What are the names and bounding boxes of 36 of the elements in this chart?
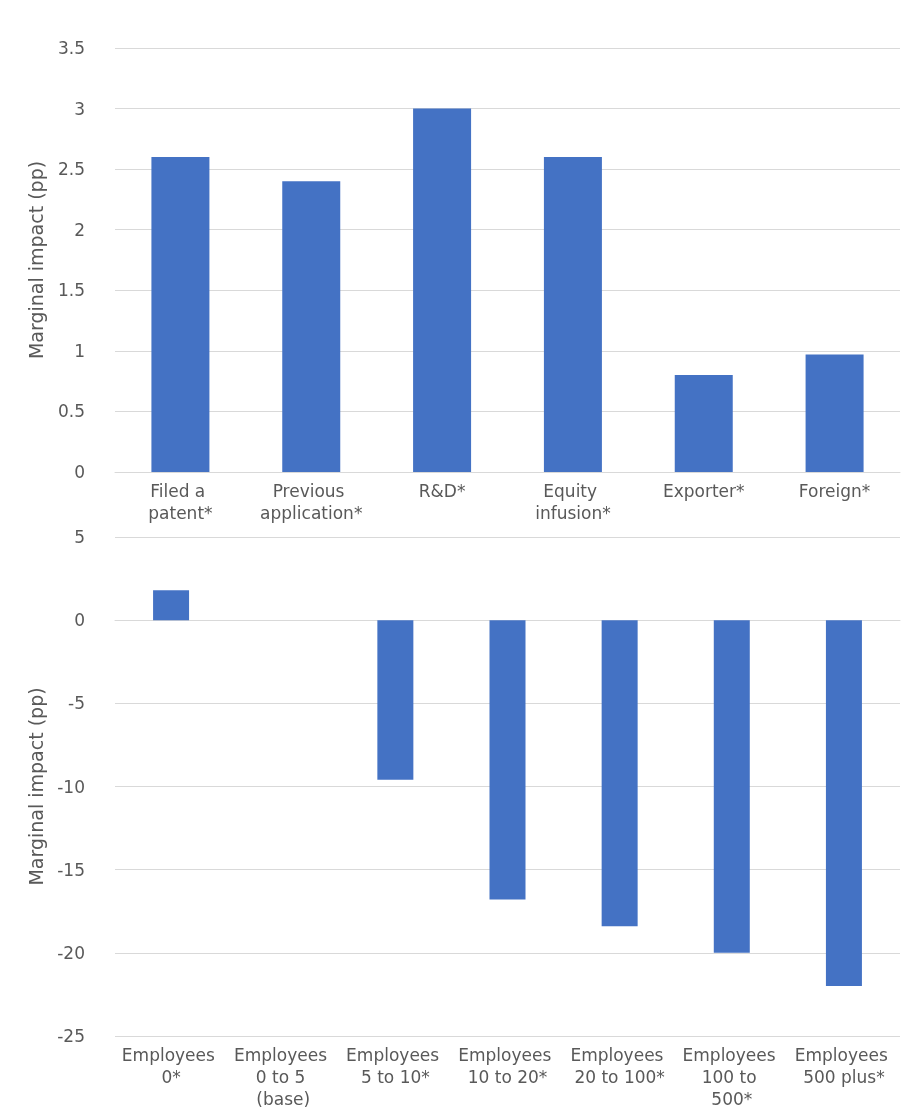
x-tick-label: Equity infusion*	[535, 481, 611, 523]
x-tick-label: Employees 0 to 5 (base)	[233, 1045, 333, 1109]
y-tick-label: 5	[74, 527, 85, 547]
bar	[674, 375, 733, 472]
bar	[543, 157, 602, 472]
y-tick-label: 1.5	[57, 280, 85, 301]
y-tick-label: 0.5	[57, 401, 85, 422]
x-tick-label: Employees 5 to 10*	[346, 1045, 445, 1087]
y-tick-label: -5	[68, 693, 85, 714]
y-tick-label: 3.5	[57, 38, 85, 58]
bar	[413, 108, 472, 472]
y-tick-label: 2	[74, 219, 85, 240]
x-tick-label: Employees 500 plus*	[794, 1045, 894, 1087]
y-tick-label: 0	[74, 610, 85, 631]
y-tick-label: 0	[74, 462, 85, 482]
x-tick-label: Foreign*	[798, 481, 871, 501]
x-tick-label: Filed a patent*	[148, 481, 213, 523]
y-tick-label: 1	[74, 340, 85, 361]
y-tick-label: -20	[57, 942, 85, 963]
y-axis-title: Marginal impact (pp)	[24, 160, 47, 360]
x-tick-label: R&D*	[418, 481, 466, 501]
y-tick-label: 3	[74, 98, 85, 119]
y-axis-title: Marginal impact (pp)	[24, 687, 47, 886]
y-tick-label: -25	[57, 1026, 85, 1046]
bar	[282, 181, 341, 472]
x-tick-label: Employees 0*	[121, 1045, 221, 1087]
x-tick-label: Employees 20 to 100*	[570, 1045, 669, 1087]
x-tick-label: Exporter*	[662, 481, 745, 501]
bar	[805, 354, 864, 472]
x-tick-label: Previous application*	[260, 481, 363, 523]
bar	[151, 157, 210, 472]
x-tick-label: Employees 10 to 20*	[458, 1045, 557, 1087]
y-tick-label: -10	[57, 776, 85, 797]
x-tick-label: Employees 100 to 500*	[682, 1045, 782, 1109]
y-tick-label: -15	[57, 859, 85, 880]
y-tick-label: 2.5	[57, 159, 85, 180]
